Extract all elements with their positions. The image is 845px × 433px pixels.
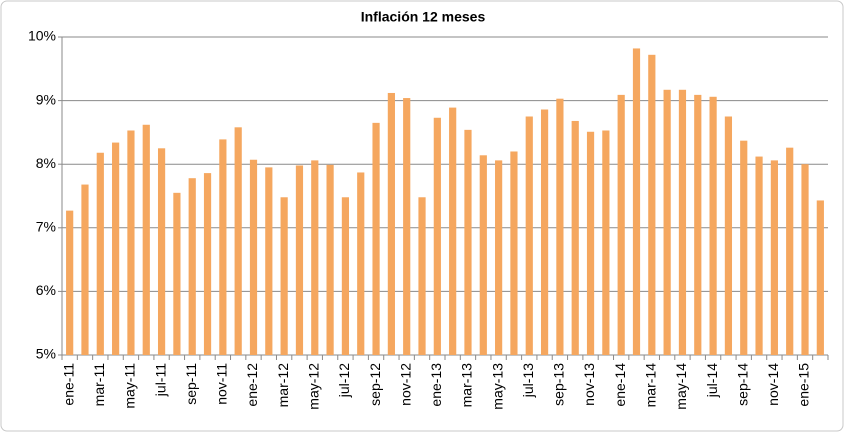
x-tick-label: ene-14 <box>612 363 628 407</box>
bar <box>112 142 120 355</box>
x-tick-label: sep-13 <box>551 363 567 406</box>
y-tick-label: 9% <box>36 91 56 107</box>
bar <box>495 160 503 355</box>
bar <box>724 116 733 355</box>
bar <box>648 54 656 356</box>
bar <box>433 117 441 355</box>
bar <box>357 172 365 355</box>
bar <box>311 160 319 355</box>
bar <box>66 210 74 355</box>
bar <box>510 151 518 355</box>
x-tick-label: may-14 <box>673 363 689 410</box>
bar <box>249 159 258 355</box>
bar <box>632 48 641 355</box>
x-tick-label: mar-13 <box>459 363 475 408</box>
x-tick-label: sep-12 <box>367 363 383 406</box>
bar <box>525 116 533 355</box>
bar <box>203 173 212 355</box>
bar <box>295 165 304 355</box>
bar <box>449 107 457 355</box>
bar <box>540 109 549 355</box>
x-tick-label: ene-13 <box>428 363 444 407</box>
bar <box>326 164 334 355</box>
bar <box>801 164 809 355</box>
x-tick-label: ene-12 <box>244 363 260 407</box>
bar <box>387 92 395 355</box>
bar <box>740 140 748 355</box>
x-tick-label: nov-14 <box>765 363 781 406</box>
bar <box>770 160 778 355</box>
y-tick-label: 6% <box>36 282 56 298</box>
bar <box>127 130 135 355</box>
bar <box>173 192 181 355</box>
bar <box>586 131 595 355</box>
x-tick-label: nov-12 <box>397 363 413 406</box>
x-tick-label: mar-12 <box>275 363 291 408</box>
x-tick-label: jul-14 <box>704 363 720 398</box>
bar <box>188 178 196 355</box>
bar <box>372 122 380 355</box>
x-tick-label: jul-12 <box>336 363 352 398</box>
bar <box>571 120 579 356</box>
bar <box>341 197 350 355</box>
x-tick-label: jul-11 <box>152 363 168 397</box>
bar <box>663 89 671 356</box>
x-tick-label: ene-15 <box>796 363 812 407</box>
bar <box>755 156 763 355</box>
x-tick-label: may-13 <box>489 363 505 410</box>
bar <box>219 139 227 355</box>
bar <box>464 129 472 355</box>
y-tick-label: 8% <box>36 155 56 171</box>
bar <box>786 147 794 355</box>
bar <box>694 94 702 355</box>
x-tick-label: mar-11 <box>91 363 107 407</box>
bar <box>709 96 717 355</box>
chart-title: Inflación 12 meses <box>361 9 486 25</box>
bar <box>678 89 687 356</box>
x-tick-label: mar-14 <box>643 363 659 408</box>
bar <box>234 127 242 355</box>
y-tick-label: 5% <box>36 346 56 362</box>
bar <box>479 155 487 355</box>
bar <box>602 130 610 355</box>
bar <box>816 200 824 355</box>
bar <box>280 197 288 355</box>
x-tick-label: may-11 <box>122 363 138 409</box>
x-tick-label: jul-13 <box>520 363 536 398</box>
x-tick-label: sep-14 <box>734 363 750 406</box>
bar <box>157 148 166 355</box>
y-tick-label: 10% <box>28 28 56 44</box>
y-tick-label: 7% <box>36 219 56 235</box>
x-tick-label: nov-11 <box>214 363 230 405</box>
bar <box>556 98 564 355</box>
bar <box>265 167 273 355</box>
bar <box>617 94 625 355</box>
x-tick-label: may-12 <box>305 363 321 410</box>
bar <box>142 124 150 355</box>
bar <box>96 152 104 355</box>
bar <box>81 184 89 355</box>
bar <box>403 98 411 355</box>
x-tick-label: ene-11 <box>60 363 76 406</box>
bar <box>418 197 426 355</box>
x-tick-label: sep-11 <box>183 363 199 405</box>
x-tick-label: nov-13 <box>581 363 597 406</box>
